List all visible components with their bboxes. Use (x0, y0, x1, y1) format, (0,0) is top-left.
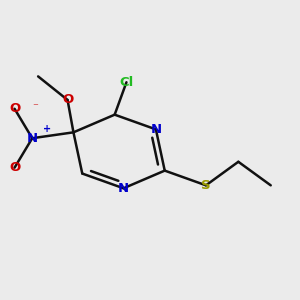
Text: N: N (118, 182, 129, 195)
Text: N: N (27, 132, 38, 145)
Text: O: O (9, 161, 20, 174)
Text: ⁻: ⁻ (32, 102, 38, 112)
Text: O: O (9, 102, 20, 115)
Text: +: + (43, 124, 51, 134)
Text: N: N (150, 123, 161, 136)
Text: O: O (62, 93, 73, 106)
Text: Cl: Cl (119, 76, 134, 89)
Text: S: S (201, 179, 211, 192)
